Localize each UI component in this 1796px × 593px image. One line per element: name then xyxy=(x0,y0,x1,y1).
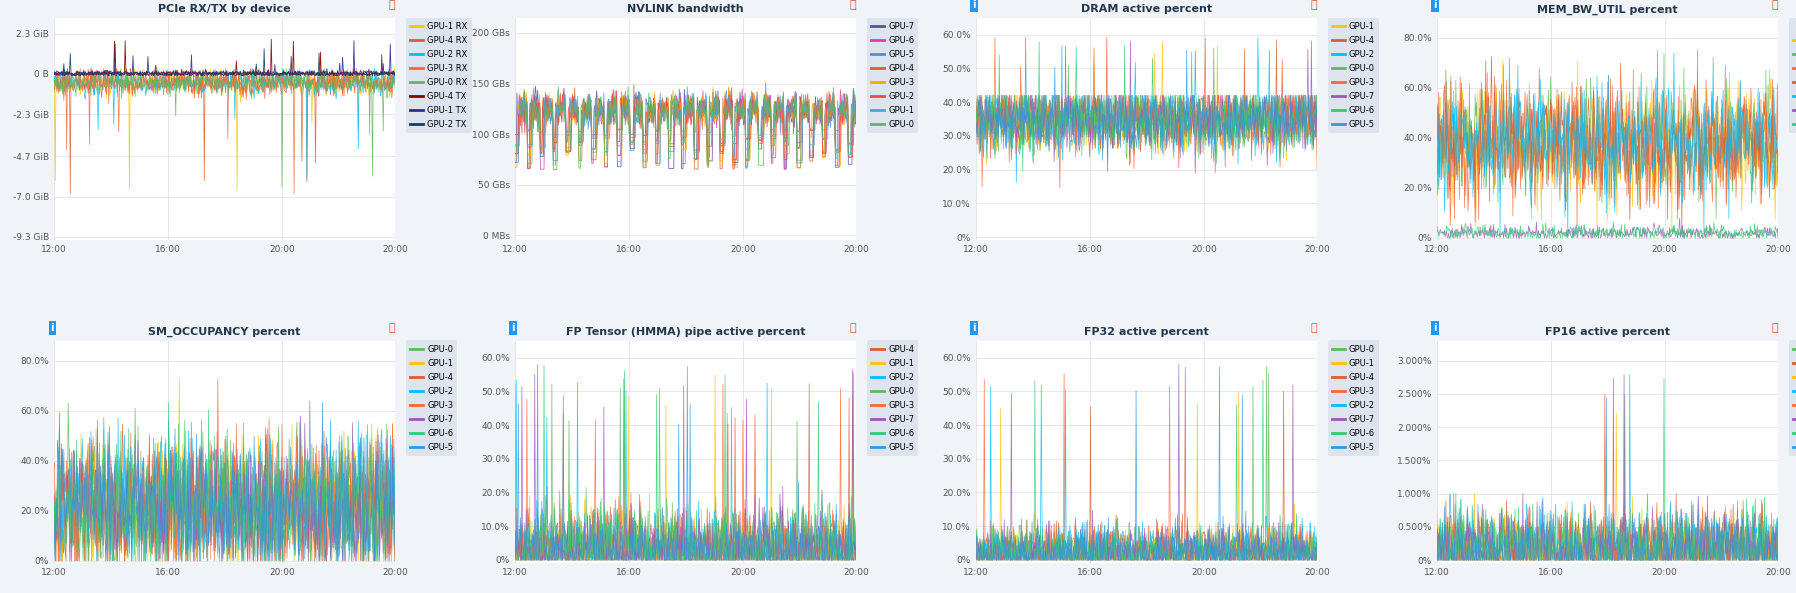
Text: i: i xyxy=(1433,0,1437,10)
Text: 🔔: 🔔 xyxy=(1771,323,1778,333)
Text: 🔔: 🔔 xyxy=(388,0,395,10)
Title: FP32 active percent: FP32 active percent xyxy=(1085,327,1209,337)
Text: 🔔: 🔔 xyxy=(388,323,395,333)
Text: 🔔: 🔔 xyxy=(1771,0,1778,10)
Text: i: i xyxy=(972,323,975,333)
Text: i: i xyxy=(972,0,975,10)
Title: FP16 active percent: FP16 active percent xyxy=(1545,327,1670,337)
Legend: GPU-4, GPU-1, GPU-2, GPU-0, GPU-3, GPU-7, GPU-6, GPU-5: GPU-4, GPU-1, GPU-2, GPU-0, GPU-3, GPU-7… xyxy=(867,340,918,455)
Text: 🔔: 🔔 xyxy=(1311,323,1316,333)
Text: i: i xyxy=(1433,323,1437,333)
Legend: GPU-1 RX, GPU-4 RX, GPU-2 RX, GPU-3 RX, GPU-0 RX, GPU-4 TX, GPU-1 TX, GPU-2 TX: GPU-1 RX, GPU-4 RX, GPU-2 RX, GPU-3 RX, … xyxy=(406,18,472,133)
Title: SM_OCCUPANCY percent: SM_OCCUPANCY percent xyxy=(149,327,300,337)
Legend: GPU-0, GPU-4, GPU-1, GPU-2, GPU-3, GPU-7, GPU-6, GPU-5: GPU-0, GPU-4, GPU-1, GPU-2, GPU-3, GPU-7… xyxy=(1789,340,1796,455)
Legend: GPU-7, GPU-6, GPU-5, GPU-4, GPU-3, GPU-2, GPU-1, GPU-0: GPU-7, GPU-6, GPU-5, GPU-4, GPU-3, GPU-2… xyxy=(867,18,918,133)
Title: NVLINK bandwidth: NVLINK bandwidth xyxy=(627,4,744,14)
Legend: GPU-1   37.75%, GPU-0   37.68%, GPU-3   38.38%, GPU-4   37.65%, GPU-2   38.16%, : GPU-1 37.75%, GPU-0 37.68%, GPU-3 38.38%… xyxy=(1789,18,1796,133)
Title: DRAM active percent: DRAM active percent xyxy=(1081,4,1212,14)
Text: i: i xyxy=(512,323,515,333)
Title: PCIe RX/TX by device: PCIe RX/TX by device xyxy=(158,4,291,14)
Legend: GPU-0, GPU-1, GPU-4, GPU-3, GPU-2, GPU-7, GPU-6, GPU-5: GPU-0, GPU-1, GPU-4, GPU-3, GPU-2, GPU-7… xyxy=(1327,340,1379,455)
Title: FP Tensor (HMMA) pipe active percent: FP Tensor (HMMA) pipe active percent xyxy=(566,327,805,337)
Text: 🔔: 🔔 xyxy=(1311,0,1316,10)
Text: 🔔: 🔔 xyxy=(850,0,857,10)
Text: i: i xyxy=(50,323,54,333)
Legend: GPU-0, GPU-1, GPU-4, GPU-2, GPU-3, GPU-7, GPU-6, GPU-5: GPU-0, GPU-1, GPU-4, GPU-2, GPU-3, GPU-7… xyxy=(406,340,458,455)
Title: MEM_BW_UTIL percent: MEM_BW_UTIL percent xyxy=(1537,4,1677,14)
Legend: GPU-1, GPU-4, GPU-2, GPU-0, GPU-3, GPU-7, GPU-6, GPU-5: GPU-1, GPU-4, GPU-2, GPU-0, GPU-3, GPU-7… xyxy=(1327,18,1379,133)
Text: 🔔: 🔔 xyxy=(850,323,857,333)
